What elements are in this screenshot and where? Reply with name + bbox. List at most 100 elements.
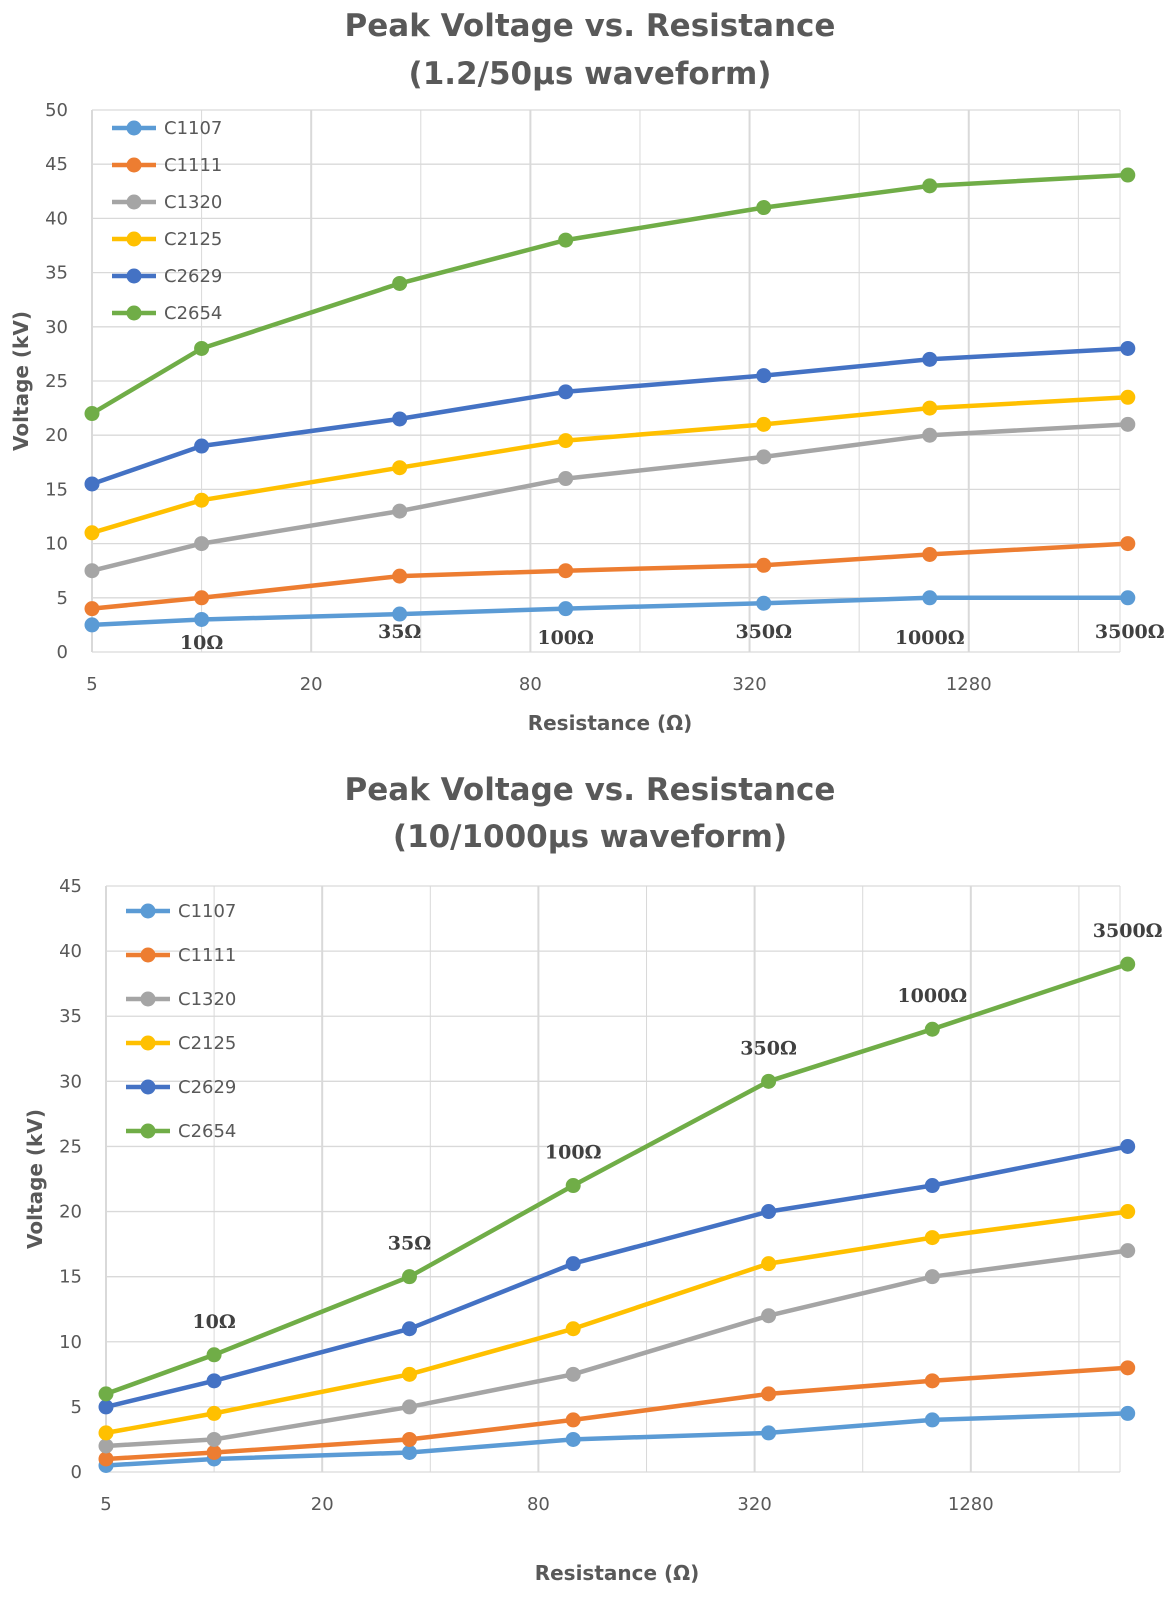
data-point: [98, 1399, 114, 1415]
data-point: [98, 1425, 114, 1441]
data-point: [194, 611, 210, 627]
data-point: [194, 590, 210, 606]
series-c1111: [98, 1360, 1136, 1467]
point-annotations: 10Ω 35Ω 100Ω 350Ω 1000Ω 3500Ω: [192, 920, 1162, 1333]
data-point: [565, 1178, 581, 1194]
legend-label: C1107: [178, 901, 236, 922]
series-c2654: [98, 956, 1136, 1402]
series-c1320: [98, 1243, 1136, 1454]
y-tick-label: 15: [59, 1267, 82, 1288]
series-line: [103, 1411, 1130, 1468]
x-tick-label: 1280: [946, 674, 992, 695]
x-tick-label: 5: [86, 674, 97, 695]
gridlines: [91, 109, 1121, 653]
legend-swatch-marker: [140, 1123, 156, 1139]
y-tick-label: 10: [45, 534, 68, 555]
annotation-label: 3500Ω: [1093, 920, 1163, 942]
legend-swatch-marker: [140, 1079, 156, 1095]
x-tick-label: 20: [300, 674, 323, 695]
y-tick-label: 20: [59, 1202, 82, 1223]
data-point: [558, 232, 574, 248]
data-point: [565, 1256, 581, 1272]
legend-swatch-marker: [126, 157, 142, 173]
data-point: [206, 1405, 222, 1421]
data-point: [565, 1366, 581, 1382]
legend-label: C1111: [178, 945, 236, 966]
data-point: [565, 1321, 581, 1337]
y-tick-label: 30: [45, 317, 68, 338]
data-point: [401, 1269, 417, 1285]
data-point: [401, 1431, 417, 1447]
data-point: [922, 590, 938, 606]
x-tick-label: 320: [732, 674, 766, 695]
data-point: [756, 449, 772, 465]
legend-label: C2654: [164, 303, 222, 324]
legend-item: C2654: [112, 303, 222, 324]
series-c1320: [84, 416, 1136, 579]
annotation-label: 100Ω: [545, 1142, 602, 1164]
data-point: [98, 1386, 114, 1402]
data-point: [761, 1308, 777, 1324]
y-tick-label: 40: [59, 941, 82, 962]
data-point: [84, 563, 100, 579]
data-point: [924, 1412, 940, 1428]
data-point: [392, 606, 408, 622]
y-tick-label: 0: [71, 1462, 82, 1483]
data-point: [922, 400, 938, 416]
data-point: [1120, 956, 1136, 972]
data-point: [401, 1399, 417, 1415]
y-tick-label: 10: [59, 1332, 82, 1353]
data-point: [194, 438, 210, 454]
annotation-label: 1000Ω: [895, 627, 965, 649]
annotation-label: 10Ω: [192, 1311, 235, 1333]
data-point: [558, 433, 574, 449]
series-c1111: [84, 536, 1136, 617]
data-point: [761, 1256, 777, 1272]
x-tick-label: 5: [100, 1494, 111, 1515]
legend-label: C2629: [164, 266, 222, 287]
x-tick-label: 20: [311, 1494, 334, 1515]
y-tick-label: 15: [45, 479, 68, 500]
series-c1107: [84, 590, 1136, 633]
legend-swatch-marker: [140, 903, 156, 919]
legend-swatch-marker: [126, 231, 142, 247]
legend-swatch-marker: [140, 1035, 156, 1051]
y-tick-label: 45: [59, 876, 82, 897]
data-point: [98, 1438, 114, 1454]
x-tick-label: 1280: [948, 1494, 994, 1515]
data-point: [922, 351, 938, 367]
data-point: [1120, 1243, 1136, 1259]
data-point: [565, 1431, 581, 1447]
y-tick-label: 45: [45, 154, 68, 175]
data-point: [194, 340, 210, 356]
point-annotations: 10Ω 35Ω 100Ω 350Ω 1000Ω 3500Ω: [180, 621, 1165, 654]
data-point: [84, 617, 100, 633]
data-point: [558, 384, 574, 400]
legend-item: C1320: [126, 989, 236, 1010]
data-point: [922, 178, 938, 194]
data-point: [1120, 389, 1136, 405]
data-point: [206, 1347, 222, 1363]
y-tick-label: 35: [59, 1006, 82, 1027]
y-axis-label: Voltage (kV): [23, 1109, 47, 1249]
chart-title: Peak Voltage vs. Resistance: [345, 8, 836, 44]
annotation-label: 350Ω: [740, 1037, 797, 1059]
annotation-label: 35Ω: [388, 1233, 431, 1255]
annotation-label: 10Ω: [180, 632, 223, 654]
legend-item: C2629: [112, 266, 222, 287]
series-line: [89, 422, 1131, 573]
series-c2125: [98, 1204, 1136, 1441]
chart-subtitle: (10/1000µs waveform): [393, 819, 787, 855]
data-point: [401, 1366, 417, 1382]
annotation-label: 350Ω: [735, 621, 792, 643]
legend-label: C2125: [164, 229, 222, 250]
annotation-label: 100Ω: [537, 627, 594, 649]
series-line: [89, 595, 1131, 628]
data-point: [922, 546, 938, 562]
data-point: [756, 368, 772, 384]
chart-subtitle: (1.2/50µs waveform): [409, 56, 772, 92]
data-point: [392, 568, 408, 584]
x-tick-label: 80: [527, 1494, 550, 1515]
legend-swatch-marker: [126, 120, 142, 136]
